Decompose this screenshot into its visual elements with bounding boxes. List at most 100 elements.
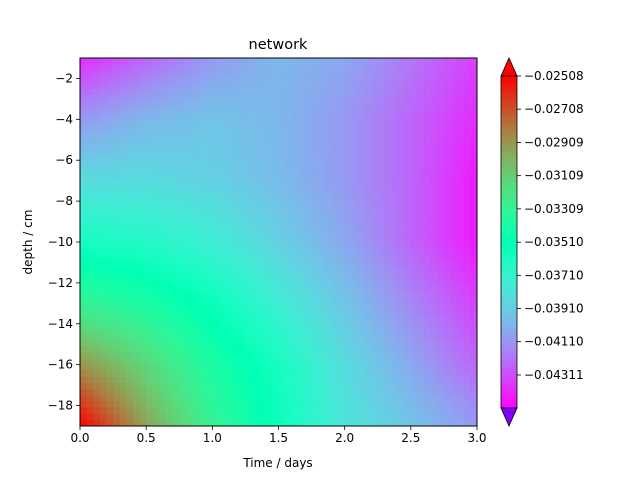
heatmap-cell — [324, 376, 333, 384]
heatmap-cell — [450, 395, 458, 403]
heatmap-cell — [338, 297, 346, 304]
heatmap-cell — [450, 297, 458, 304]
heatmap-cell — [364, 107, 372, 114]
heatmap-cell — [443, 284, 452, 292]
heatmap-cell — [166, 64, 174, 71]
heatmap-cell — [212, 260, 220, 268]
heatmap-cell — [318, 168, 326, 176]
heatmap-cell — [298, 260, 306, 268]
heatmap-cell — [172, 266, 180, 274]
heatmap-cell — [80, 376, 88, 384]
heatmap-cell — [152, 389, 160, 396]
heatmap-cell — [258, 235, 266, 243]
heatmap-cell — [357, 260, 366, 268]
heatmap-cell — [331, 291, 339, 298]
heatmap-cell — [311, 174, 319, 182]
heatmap-cell — [291, 70, 299, 77]
heatmap-cell — [410, 137, 419, 145]
heatmap-cell — [397, 113, 405, 120]
heatmap-cell — [132, 211, 141, 219]
heatmap-cell — [470, 199, 477, 206]
heatmap-cell — [245, 352, 253, 360]
heatmap-cell — [417, 272, 425, 280]
heatmap-cell — [304, 100, 313, 108]
heatmap-cell — [298, 180, 306, 188]
heatmap-cell — [304, 150, 313, 157]
heatmap-cell — [212, 395, 220, 403]
heatmap-cell — [298, 58, 306, 65]
heatmap-cell — [258, 352, 266, 360]
heatmap-cell — [258, 229, 266, 237]
heatmap-cell — [205, 94, 213, 102]
heatmap-cell — [397, 205, 405, 212]
heatmap-cell — [404, 58, 412, 65]
heatmap-cell — [404, 413, 412, 421]
heatmap-cell — [86, 162, 94, 169]
heatmap-cell — [298, 389, 306, 396]
heatmap-cell — [331, 143, 339, 151]
heatmap-cell — [238, 186, 247, 194]
heatmap-cell — [377, 205, 385, 212]
heatmap-cell — [86, 211, 94, 219]
heatmap-cell — [113, 100, 121, 108]
heatmap-cell — [424, 297, 432, 304]
heatmap-cell — [443, 401, 452, 409]
heatmap-cell — [271, 407, 280, 415]
heatmap-cell — [331, 309, 339, 317]
heatmap-cell — [397, 389, 405, 396]
heatmap-cell — [93, 327, 101, 335]
heatmap-cell — [390, 94, 399, 102]
heatmap-cell — [318, 254, 326, 261]
heatmap-cell — [417, 260, 425, 268]
heatmap-cell — [338, 358, 346, 366]
heatmap-cell — [119, 131, 127, 139]
heatmap-cell — [225, 389, 233, 396]
heatmap-cell — [245, 199, 253, 206]
heatmap-cell — [146, 137, 154, 145]
heatmap-cell — [99, 248, 108, 255]
heatmap-cell — [430, 413, 438, 421]
heatmap-cell — [311, 383, 319, 390]
heatmap-cell — [172, 156, 180, 163]
heatmap-cell — [252, 199, 260, 206]
heatmap-cell — [344, 113, 352, 120]
heatmap-cell — [271, 180, 280, 188]
heatmap-cell — [232, 58, 240, 65]
heatmap-cell — [291, 303, 299, 311]
heatmap-cell — [470, 291, 477, 298]
heatmap-cell — [271, 205, 280, 212]
heatmap-cell — [271, 334, 280, 341]
heatmap-cell — [410, 223, 419, 231]
heatmap-cell — [166, 205, 174, 212]
heatmap-cell — [225, 309, 233, 317]
heatmap-cell — [278, 150, 286, 157]
heatmap-cell — [126, 119, 134, 127]
heatmap-cell — [218, 94, 227, 102]
heatmap-cell — [390, 340, 399, 347]
heatmap-cell — [99, 186, 108, 194]
heatmap-cell — [271, 364, 280, 372]
heatmap-cell — [324, 260, 333, 268]
heatmap-cell — [212, 211, 220, 219]
heatmap-cell — [106, 303, 114, 311]
heatmap-cell — [86, 346, 94, 353]
heatmap-cell — [152, 125, 160, 133]
heatmap-cell — [357, 309, 366, 317]
heatmap-cell — [417, 174, 425, 182]
heatmap-cell — [437, 137, 445, 145]
heatmap-cell — [311, 407, 319, 415]
heatmap-cell — [430, 229, 438, 237]
heatmap-cell — [410, 150, 419, 157]
heatmap-cell — [271, 119, 280, 127]
heatmap-cell — [218, 107, 227, 114]
heatmap-cell — [99, 413, 108, 421]
heatmap-cell — [185, 309, 194, 317]
heatmap-cell — [364, 260, 372, 268]
heatmap-cell — [212, 107, 220, 114]
heatmap-cell — [443, 278, 452, 286]
colorbar-ticks: −0.02508−0.02708−0.02909−0.03109−0.03309… — [517, 69, 584, 382]
heatmap-cell — [232, 100, 240, 108]
heatmap-cell — [424, 58, 432, 65]
heatmap-cell — [126, 88, 134, 96]
heatmap-cell — [424, 180, 432, 188]
